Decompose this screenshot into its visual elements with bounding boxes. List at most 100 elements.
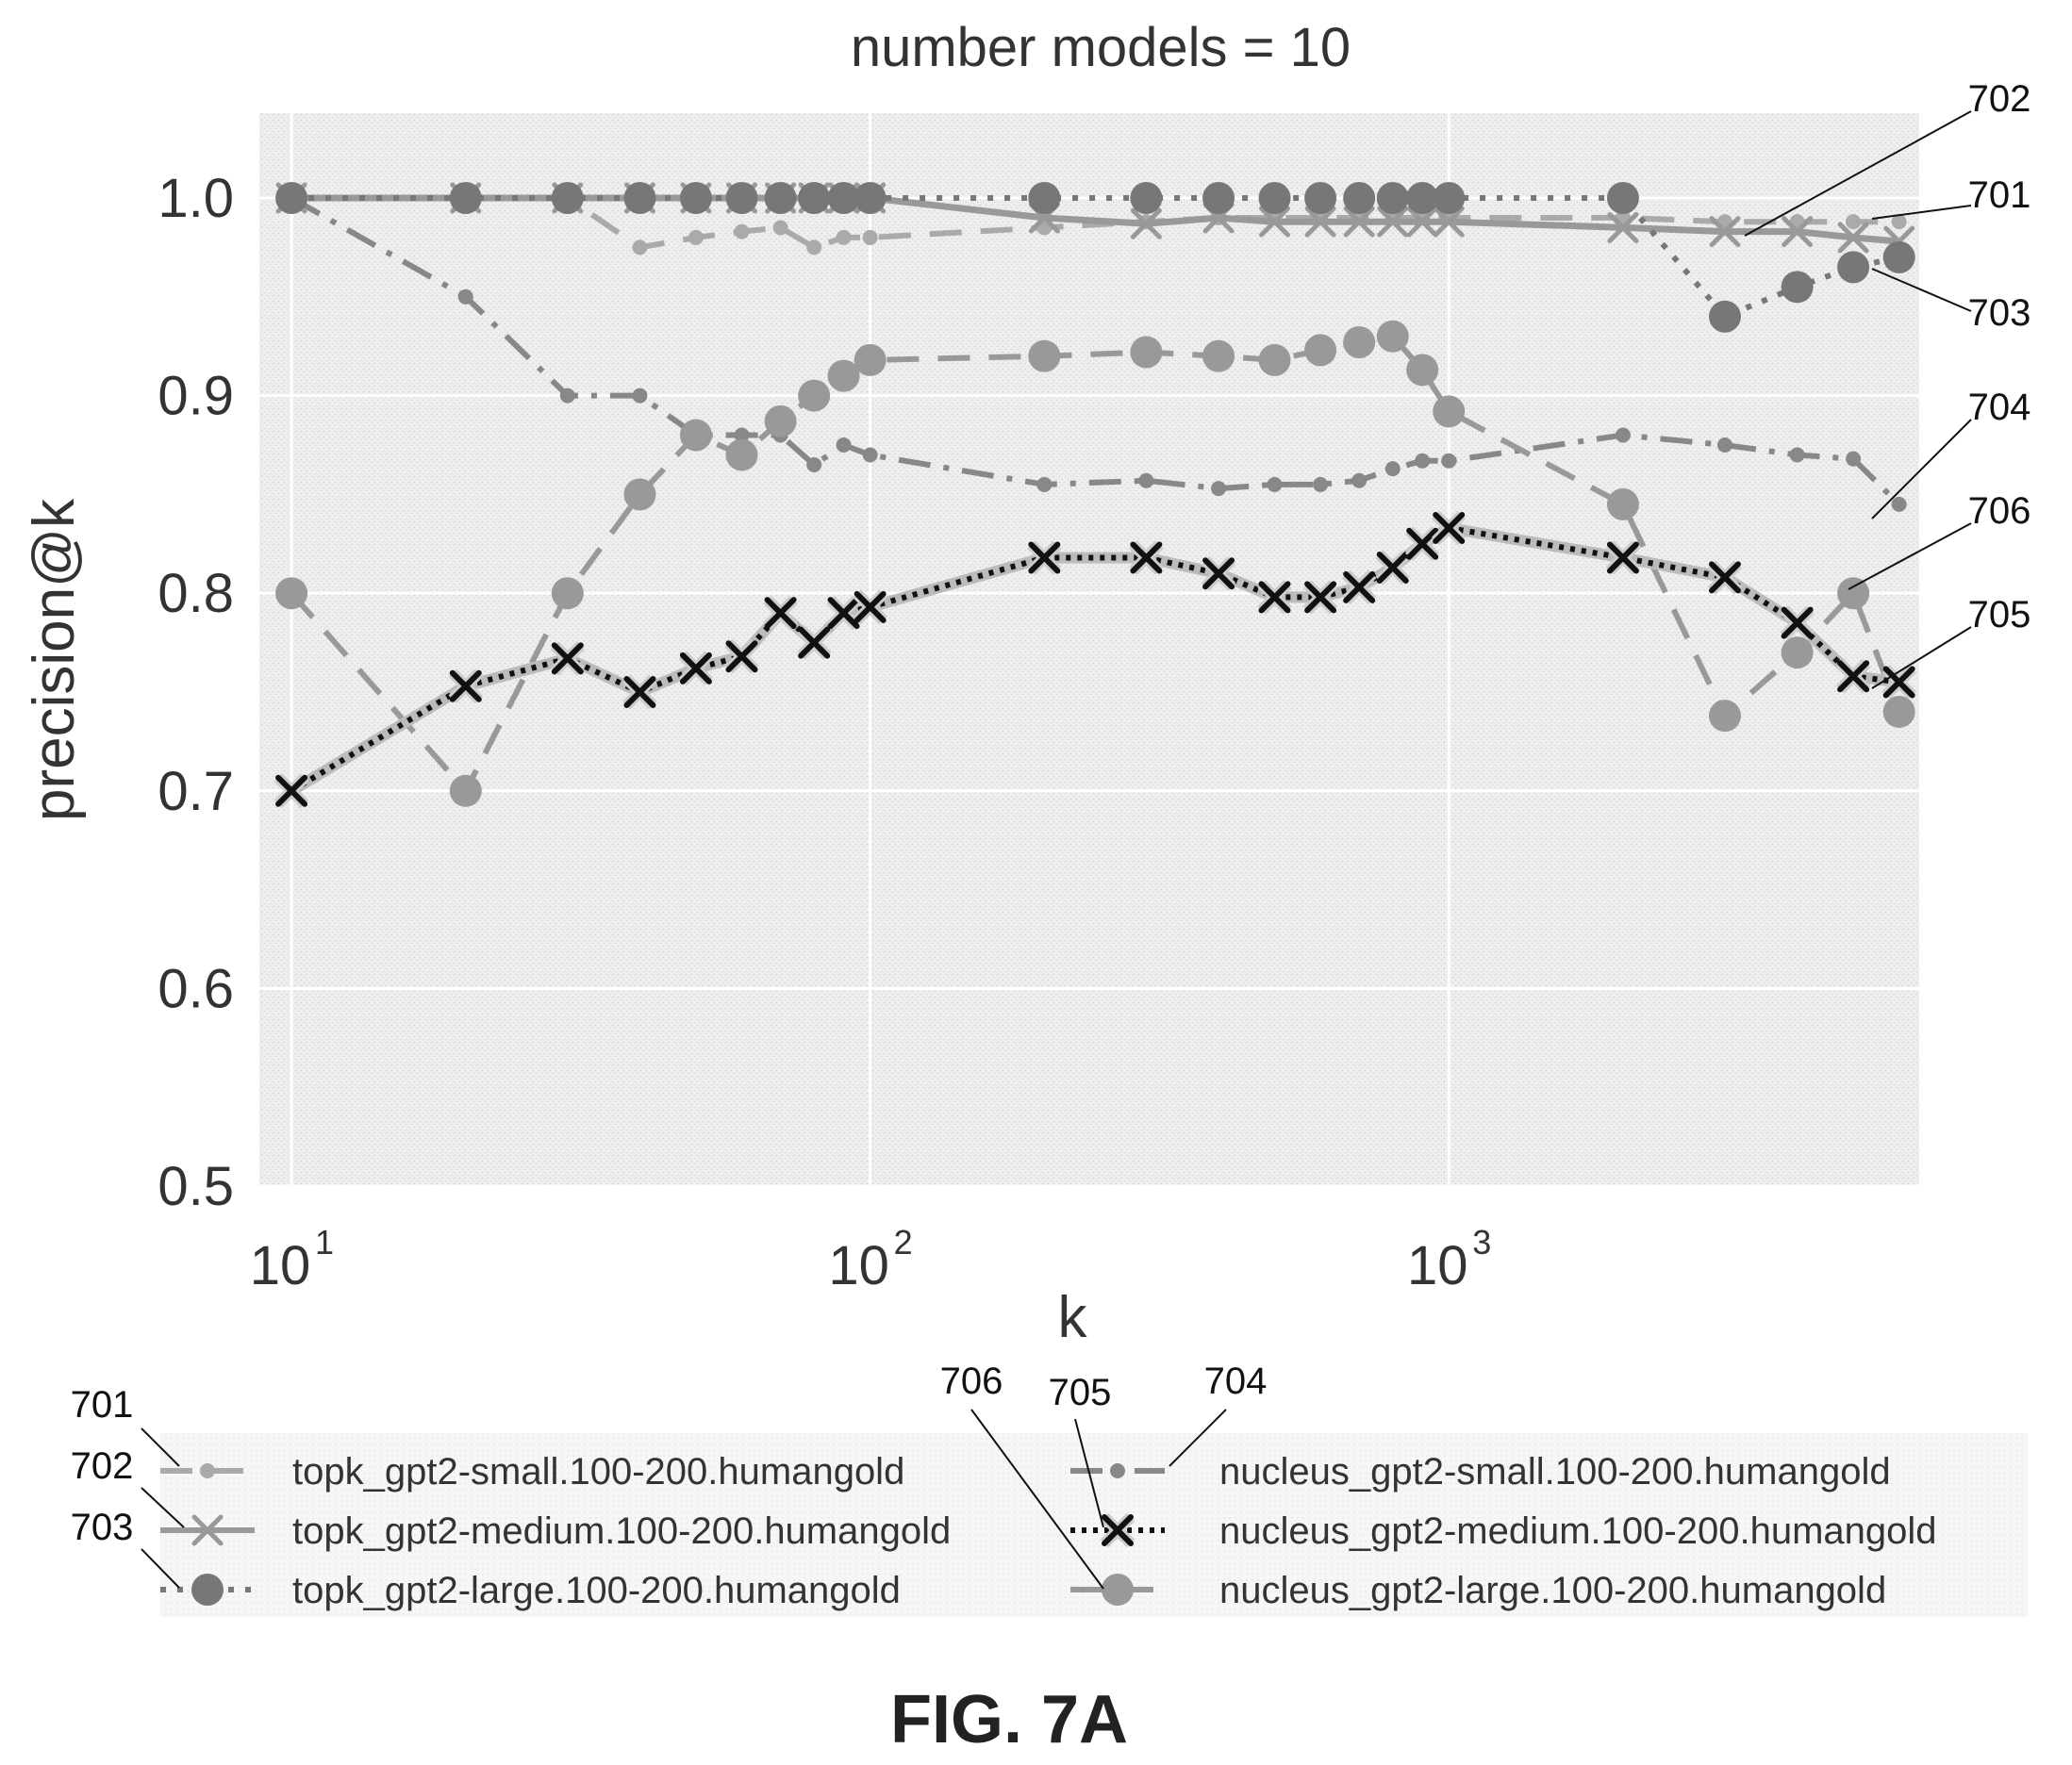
data-point (1130, 336, 1163, 369)
y-tick-label: 0.6 (157, 958, 234, 1019)
data-point (1882, 666, 1915, 699)
data-point (551, 642, 584, 675)
data-point (191, 1574, 224, 1606)
data-point (1837, 251, 1870, 284)
data-point (1782, 216, 1814, 248)
data-point (1433, 182, 1466, 214)
data-point (679, 182, 712, 214)
data-point (1789, 447, 1805, 463)
callout-706: 706 (1968, 490, 2031, 532)
legend-ref-705: 705 (1049, 1372, 1112, 1413)
data-point (772, 220, 788, 236)
y-tick-label: 0.9 (157, 366, 234, 427)
data-point (1708, 561, 1741, 594)
data-point (1708, 700, 1741, 733)
data-point (679, 419, 712, 452)
data-point (1837, 222, 1869, 254)
data-point (551, 577, 584, 610)
legend-ref-706: 706 (940, 1361, 1003, 1402)
data-point (632, 388, 648, 404)
data-point (1615, 427, 1631, 443)
data-point (1138, 472, 1154, 488)
legend-item-701: topk_gpt2-small.100-200.humangold (160, 1451, 904, 1493)
legend-leader-702 (141, 1487, 185, 1528)
series-layer (274, 182, 1916, 809)
data-point (1351, 472, 1368, 488)
data-point (623, 676, 656, 708)
data-point (854, 590, 887, 623)
callout-leader-706 (1848, 522, 1972, 590)
data-point (734, 427, 750, 443)
x-tick-exponent: 1 (315, 1223, 334, 1262)
data-point (806, 456, 822, 472)
data-point (688, 229, 704, 245)
legend-ref-702: 702 (71, 1445, 134, 1487)
callout-704: 704 (1968, 387, 2031, 428)
data-point (1028, 339, 1061, 372)
data-point (275, 182, 308, 214)
callout-702: 702 (1968, 78, 2031, 120)
callout-leader-702 (1744, 110, 1972, 237)
legend-item-704: nucleus_gpt2-small.100-200.humangold (1070, 1451, 1891, 1493)
data-point (1837, 660, 1870, 693)
data-point (559, 388, 575, 404)
data-point (764, 404, 797, 437)
data-point (1781, 271, 1814, 304)
legend-box (160, 1433, 2028, 1617)
data-point (1130, 182, 1163, 214)
x-tick: 10 2 (828, 1223, 912, 1296)
data-point (1607, 211, 1639, 243)
data-point (1377, 206, 1409, 238)
data-point (1258, 182, 1291, 214)
data-point (862, 229, 878, 245)
data-point (275, 774, 308, 807)
series-line (291, 195, 1899, 251)
data-point (1343, 206, 1375, 238)
callout-705: 705 (1968, 594, 2031, 635)
data-point (1384, 461, 1401, 477)
data-point (1891, 496, 1907, 512)
data-point (1846, 451, 1862, 467)
legend-leader-703 (141, 1548, 180, 1589)
data-point (1406, 354, 1439, 387)
data-point (1406, 206, 1438, 238)
data-point (798, 626, 831, 659)
data-point (1343, 182, 1376, 214)
legend-label: nucleus_gpt2-medium.100-200.humangold (1219, 1510, 1937, 1552)
data-point (1202, 557, 1235, 590)
data-point (191, 1514, 224, 1546)
data-point (1606, 182, 1639, 214)
data-point (1304, 581, 1337, 614)
data-point (1267, 476, 1283, 492)
data-point (1433, 512, 1466, 545)
data-point (1304, 182, 1337, 214)
series-706 (275, 320, 1915, 807)
callout-leader-705 (1871, 626, 1972, 689)
data-point (1259, 206, 1291, 238)
legend-leader-704 (1169, 1409, 1227, 1467)
legend: topk_gpt2-small.100-200.humangold topk_gp… (71, 1361, 1937, 1611)
callout-701: 701 (1968, 174, 2031, 216)
data-point (679, 652, 712, 685)
data-point (457, 289, 473, 305)
legend-label: nucleus_gpt2-large.100-200.humangold (1219, 1570, 1886, 1611)
data-point (862, 447, 878, 463)
series-705 (274, 510, 1916, 809)
y-tick-label: 0.5 (157, 1156, 234, 1217)
data-point (798, 379, 831, 412)
data-point (1606, 487, 1639, 520)
x-tick-exponent: 2 (894, 1223, 913, 1262)
x-tick-base: 10 (1407, 1235, 1468, 1296)
data-point (1837, 577, 1870, 610)
data-point (827, 182, 860, 214)
legend-label: nucleus_gpt2-small.100-200.humangold (1219, 1451, 1891, 1493)
data-point (1415, 453, 1431, 469)
legend-label: topk_gpt2-medium.100-200.humangold (292, 1510, 951, 1552)
data-point (764, 182, 797, 214)
plot-background (259, 113, 1919, 1186)
data-point (806, 239, 822, 256)
data-point (623, 478, 656, 511)
data-point (1891, 214, 1907, 230)
x-axis-ticks: 10 1 10 2 10 3 (250, 1223, 1491, 1296)
